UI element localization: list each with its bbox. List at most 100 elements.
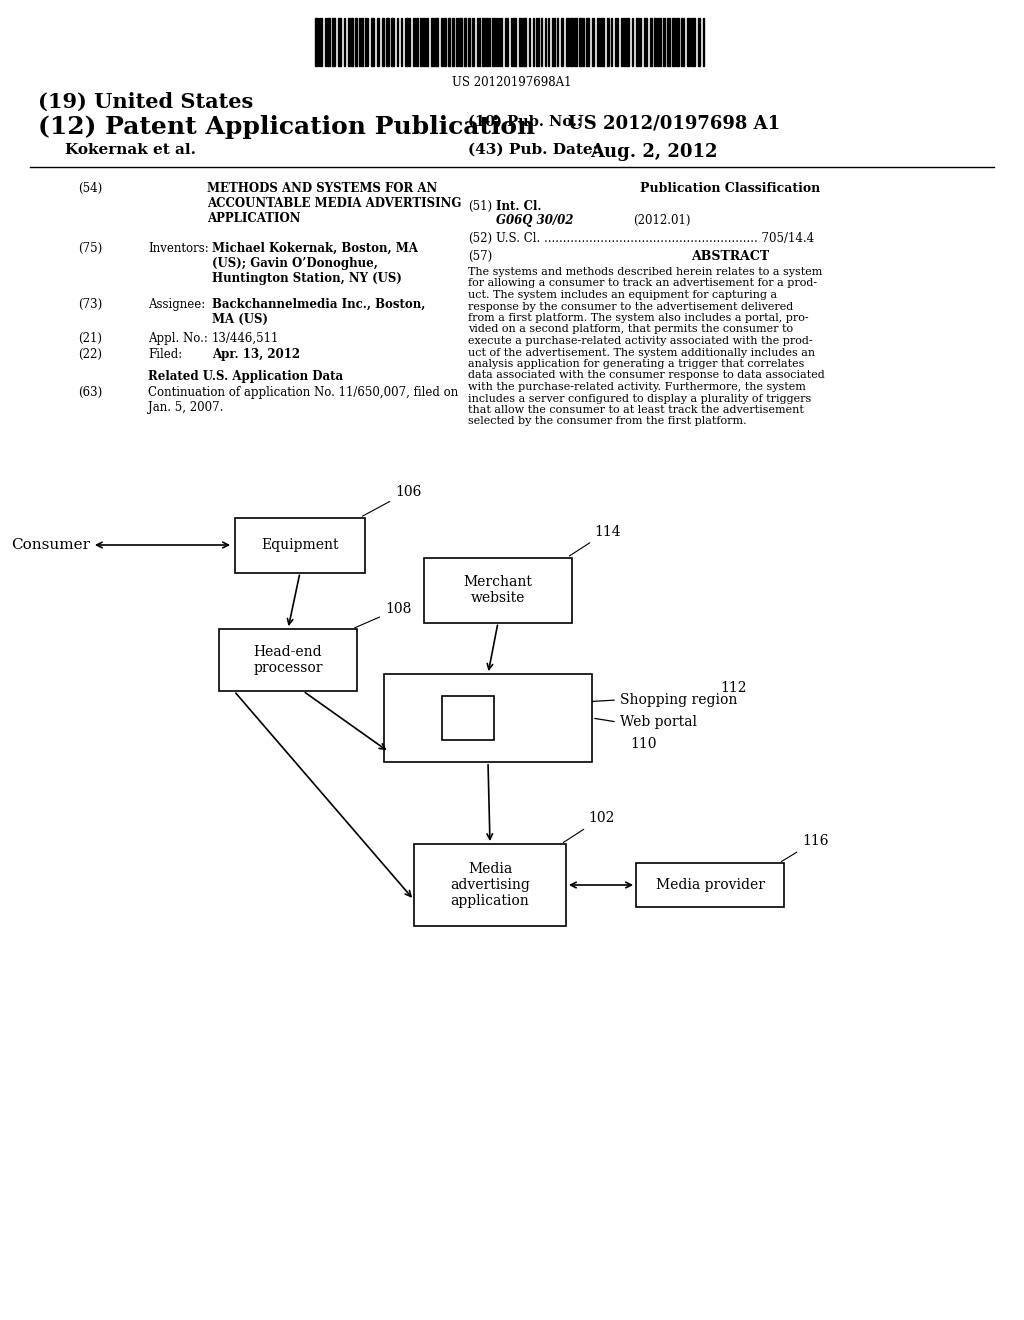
Text: with the purchase-related activity. Furthermore, the system: with the purchase-related activity. Furt… bbox=[468, 381, 806, 392]
Bar bbox=[416, 18, 418, 66]
Bar bbox=[519, 18, 522, 66]
Bar bbox=[441, 18, 443, 66]
Bar bbox=[315, 18, 318, 66]
Text: Merchant
website: Merchant website bbox=[464, 576, 532, 605]
Text: U.S. Cl. ......................................................... 705/14.4: U.S. Cl. ...............................… bbox=[496, 232, 814, 246]
Bar bbox=[452, 18, 454, 66]
Text: 106: 106 bbox=[362, 484, 421, 516]
Bar bbox=[431, 18, 434, 66]
Text: uct. The system includes an equipment for capturing a: uct. The system includes an equipment fo… bbox=[468, 290, 777, 300]
Text: Media provider: Media provider bbox=[655, 878, 765, 892]
Bar bbox=[361, 18, 362, 66]
Bar bbox=[406, 18, 408, 66]
Bar bbox=[459, 18, 462, 66]
Bar bbox=[444, 18, 446, 66]
Text: 112: 112 bbox=[720, 681, 746, 696]
Bar bbox=[355, 18, 357, 66]
Bar bbox=[449, 18, 450, 66]
Bar bbox=[536, 18, 539, 66]
Bar bbox=[579, 18, 582, 66]
Bar bbox=[414, 843, 566, 927]
Bar bbox=[442, 696, 494, 741]
Text: for allowing a consumer to track an advertisement for a prod-: for allowing a consumer to track an adve… bbox=[468, 279, 817, 289]
Text: (51): (51) bbox=[468, 201, 493, 213]
Text: Kokernak et al.: Kokernak et al. bbox=[65, 143, 196, 157]
Bar bbox=[654, 18, 656, 66]
Text: that allow the consumer to at least track the advertisement: that allow the consumer to at least trac… bbox=[468, 405, 804, 414]
Bar bbox=[234, 517, 365, 573]
Text: response by the consumer to the advertisement delivered: response by the consumer to the advertis… bbox=[468, 301, 794, 312]
Text: (57): (57) bbox=[468, 249, 493, 263]
Bar bbox=[413, 18, 415, 66]
Text: (22): (22) bbox=[78, 348, 102, 360]
Text: Michael Kokernak, Boston, MA
(US); Gavin O’Donoghue,
Huntington Station, NY (US): Michael Kokernak, Boston, MA (US); Gavin… bbox=[212, 242, 418, 285]
Text: Head-end
processor: Head-end processor bbox=[253, 645, 323, 675]
Bar bbox=[570, 18, 573, 66]
Bar bbox=[623, 18, 625, 66]
Text: (19) United States: (19) United States bbox=[38, 92, 253, 112]
Text: Appl. No.:: Appl. No.: bbox=[148, 333, 208, 345]
Text: Apr. 13, 2012: Apr. 13, 2012 bbox=[212, 348, 300, 360]
Bar bbox=[644, 18, 647, 66]
Bar bbox=[332, 18, 335, 66]
Bar bbox=[420, 18, 422, 66]
Text: Related U.S. Application Data: Related U.S. Application Data bbox=[148, 370, 343, 383]
Text: Publication Classification: Publication Classification bbox=[640, 182, 820, 195]
Bar bbox=[650, 18, 652, 66]
Text: Media
advertising
application: Media advertising application bbox=[451, 862, 530, 908]
Text: 108: 108 bbox=[354, 602, 412, 628]
Text: Assignee:: Assignee: bbox=[148, 298, 205, 312]
Text: (12) Patent Application Publication: (12) Patent Application Publication bbox=[38, 115, 536, 139]
Bar bbox=[482, 18, 485, 66]
Text: ABSTRACT: ABSTRACT bbox=[691, 249, 769, 263]
Bar bbox=[492, 18, 495, 66]
Bar bbox=[676, 18, 679, 66]
Bar bbox=[636, 863, 784, 907]
Bar bbox=[486, 18, 488, 66]
Bar bbox=[456, 18, 458, 66]
Bar bbox=[663, 18, 665, 66]
Bar bbox=[426, 18, 428, 66]
Text: Aug. 2, 2012: Aug. 2, 2012 bbox=[590, 143, 718, 161]
Bar bbox=[523, 18, 526, 66]
Bar bbox=[472, 18, 474, 66]
Text: Backchannelmedia Inc., Boston,
MA (US): Backchannelmedia Inc., Boston, MA (US) bbox=[212, 298, 425, 326]
Bar bbox=[636, 18, 639, 66]
Text: (63): (63) bbox=[78, 385, 102, 399]
Bar bbox=[371, 18, 374, 66]
Bar bbox=[219, 630, 357, 690]
Bar bbox=[667, 18, 670, 66]
Text: (43) Pub. Date:: (43) Pub. Date: bbox=[468, 143, 598, 157]
Bar bbox=[592, 18, 594, 66]
Text: data associated with the consumer response to data associated: data associated with the consumer respon… bbox=[468, 371, 824, 380]
Text: (52): (52) bbox=[468, 232, 493, 246]
Bar bbox=[574, 18, 577, 66]
Text: Inventors:: Inventors: bbox=[148, 242, 209, 255]
Bar bbox=[391, 18, 394, 66]
Bar bbox=[327, 18, 330, 66]
Text: includes a server configured to display a plurality of triggers: includes a server configured to display … bbox=[468, 393, 811, 404]
Bar bbox=[435, 18, 438, 66]
Bar bbox=[348, 18, 350, 66]
Text: from a first platform. The system also includes a portal, pro-: from a first platform. The system also i… bbox=[468, 313, 809, 323]
Bar bbox=[338, 18, 341, 66]
Bar bbox=[386, 18, 389, 66]
Text: (73): (73) bbox=[78, 298, 102, 312]
Text: METHODS AND SYSTEMS FOR AN
ACCOUNTABLE MEDIA ADVERTISING
APPLICATION: METHODS AND SYSTEMS FOR AN ACCOUNTABLE M… bbox=[207, 182, 462, 224]
Text: execute a purchase-related activity associated with the prod-: execute a purchase-related activity asso… bbox=[468, 337, 813, 346]
Bar bbox=[464, 18, 466, 66]
Bar bbox=[377, 18, 379, 66]
Text: (2012.01): (2012.01) bbox=[633, 214, 690, 227]
Text: uct of the advertisement. The system additionally includes an: uct of the advertisement. The system add… bbox=[468, 347, 815, 358]
Bar bbox=[626, 18, 629, 66]
Text: Shopping region: Shopping region bbox=[620, 693, 737, 708]
Bar bbox=[496, 18, 498, 66]
Bar bbox=[424, 557, 572, 623]
Text: 116: 116 bbox=[781, 834, 828, 862]
Bar bbox=[423, 18, 425, 66]
Text: (21): (21) bbox=[78, 333, 102, 345]
Bar bbox=[382, 18, 384, 66]
Bar bbox=[513, 18, 516, 66]
Text: (75): (75) bbox=[78, 242, 102, 255]
Text: (10) Pub. No.:: (10) Pub. No.: bbox=[468, 115, 583, 129]
